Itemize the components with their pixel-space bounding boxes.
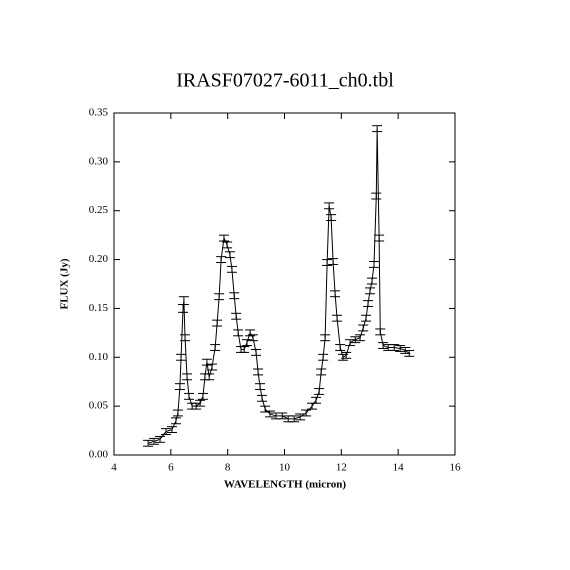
error-bar xyxy=(361,314,372,322)
error-bar xyxy=(345,339,356,347)
error-bar xyxy=(255,383,266,391)
error-bar xyxy=(233,329,244,337)
error-bar xyxy=(375,328,386,336)
error-bar xyxy=(314,388,325,395)
error-bar xyxy=(301,409,312,417)
x-tick-label: 4 xyxy=(111,462,117,474)
error-bar xyxy=(201,358,212,366)
error-bar xyxy=(172,409,183,417)
error-bar xyxy=(295,413,306,421)
error-bar xyxy=(316,368,327,376)
error-bar xyxy=(328,258,339,265)
x-tick-label: 8 xyxy=(225,462,231,474)
y-tick-label: 0.10 xyxy=(89,351,109,363)
error-bar xyxy=(197,392,208,400)
error-bar xyxy=(214,293,225,301)
error-bar xyxy=(224,251,235,259)
error-bar xyxy=(389,344,400,351)
error-bar xyxy=(226,265,237,273)
error-bar xyxy=(326,214,337,221)
error-bar xyxy=(404,349,415,357)
error-bar xyxy=(241,339,252,347)
y-tick-label: 0.35 xyxy=(89,107,109,119)
y-tick-label: 0.25 xyxy=(89,204,109,216)
error-bar xyxy=(161,428,172,435)
error-bar xyxy=(180,334,191,342)
y-tick-label: 0.05 xyxy=(89,400,109,412)
error-bar xyxy=(374,234,385,242)
error-bar xyxy=(143,439,154,447)
error-bar xyxy=(318,353,329,361)
x-tick-label: 6 xyxy=(168,462,174,474)
error-bar xyxy=(322,259,333,266)
error-bar xyxy=(355,334,366,342)
error-bar xyxy=(350,336,361,344)
error-bar xyxy=(178,296,189,306)
error-bar xyxy=(311,396,322,404)
error-bar xyxy=(307,402,318,410)
y-axis-label: FLUX (Jy) xyxy=(59,258,71,309)
error-bar xyxy=(265,410,276,418)
y-tick-label: 0.20 xyxy=(89,253,109,265)
error-bar xyxy=(155,435,166,443)
error-bar xyxy=(231,312,242,320)
error-bar xyxy=(358,324,369,332)
error-bar xyxy=(178,304,189,313)
error-bar xyxy=(332,314,343,322)
error-bar xyxy=(247,334,258,342)
error-bar xyxy=(204,373,215,381)
y-tick-label: 0.15 xyxy=(89,302,109,314)
x-tick-label: 16 xyxy=(450,462,462,474)
error-bar xyxy=(170,417,181,425)
error-bar xyxy=(330,290,341,298)
error-bar xyxy=(324,202,335,210)
error-bar xyxy=(363,300,374,307)
error-bar xyxy=(210,344,221,351)
error-bar xyxy=(277,412,288,420)
error-bar xyxy=(253,368,264,376)
error-bar xyxy=(289,415,300,423)
error-bar xyxy=(395,345,406,352)
error-bar xyxy=(371,192,382,200)
error-bar xyxy=(212,319,223,327)
error-bar xyxy=(367,277,378,285)
error-bar xyxy=(372,125,383,133)
error-bar xyxy=(369,261,380,268)
x-tick-label: 12 xyxy=(336,462,347,474)
error-bar xyxy=(222,241,233,249)
error-bar xyxy=(257,394,268,402)
error-bar xyxy=(182,373,193,381)
error-bar xyxy=(218,234,229,242)
x-tick-label: 10 xyxy=(279,462,291,474)
error-bar xyxy=(195,399,206,407)
error-bar xyxy=(365,287,376,295)
error-bar xyxy=(174,383,185,391)
error-bar xyxy=(320,334,331,342)
error-bar xyxy=(251,348,262,356)
spectrum-line xyxy=(147,128,410,444)
error-bar xyxy=(239,346,250,353)
y-tick-label: 0.30 xyxy=(89,155,109,167)
error-bar xyxy=(149,437,160,445)
error-bar xyxy=(335,344,346,351)
error-bar xyxy=(216,256,227,264)
x-axis-label: WAVELENGTH (micron) xyxy=(224,479,346,491)
error-bar xyxy=(378,342,389,349)
error-bar xyxy=(229,292,240,300)
x-tick-label: 14 xyxy=(393,462,405,474)
y-tick-label: 0.00 xyxy=(89,449,109,461)
error-bar xyxy=(184,392,195,400)
error-bar xyxy=(176,353,187,361)
chart-title: IRASF07027-6011_ch0.tbl xyxy=(176,70,394,92)
plot-frame xyxy=(113,112,456,456)
error-bar xyxy=(341,351,352,359)
error-bar xyxy=(207,363,218,371)
error-bar xyxy=(166,426,177,434)
